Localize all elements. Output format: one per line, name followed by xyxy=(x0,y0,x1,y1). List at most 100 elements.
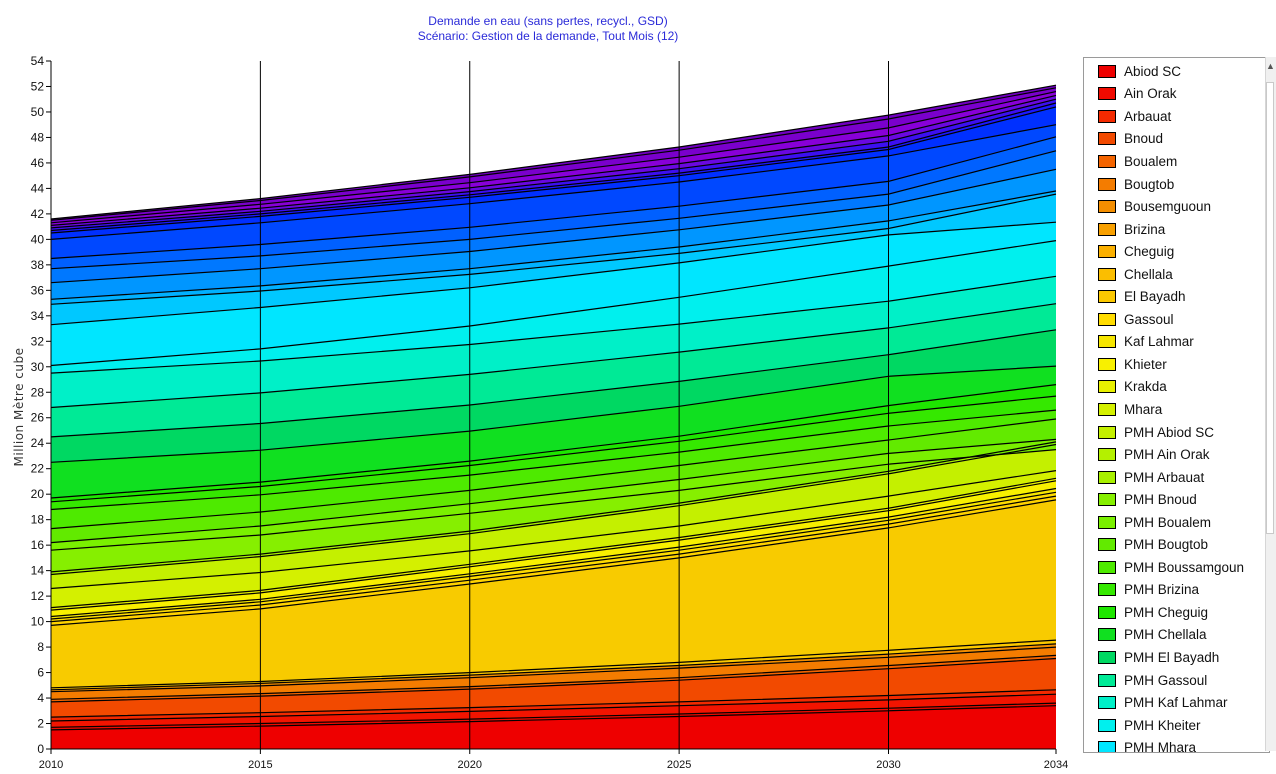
legend-item[interactable]: Abiod SC xyxy=(1098,60,1244,83)
legend-label: Chellala xyxy=(1124,266,1173,282)
x-tick-label: 2034 xyxy=(1044,759,1068,771)
x-tick-label: 2015 xyxy=(248,759,272,771)
layer-boundary-line xyxy=(50,491,1057,620)
legend-item[interactable]: Bnoud xyxy=(1098,128,1244,151)
legend-label: Bnoud xyxy=(1124,131,1164,147)
legend-item[interactable]: PMH Kheiter xyxy=(1098,714,1244,737)
layer-boundary-line xyxy=(50,646,1057,693)
legend-label: PMH Arbauat xyxy=(1124,469,1205,485)
legend-label: Cheguig xyxy=(1124,244,1175,260)
legend-item[interactable]: Bousemguoun xyxy=(1098,195,1244,218)
legend-item[interactable]: Ain Orak xyxy=(1098,83,1244,106)
legend-swatch xyxy=(1098,357,1116,371)
legend-label: Arbauat xyxy=(1124,108,1172,124)
legend-swatch xyxy=(1098,718,1116,732)
legend-item[interactable]: El Bayadh xyxy=(1098,285,1244,308)
legend-item[interactable]: PMH Kaf Lahmar xyxy=(1098,691,1244,714)
legend-swatch xyxy=(1098,560,1116,574)
y-tick-label: 26 xyxy=(31,411,45,425)
legend-label: El Bayadh xyxy=(1124,289,1186,305)
legend-item[interactable]: PMH Mhara xyxy=(1098,736,1244,753)
legend-swatch xyxy=(1098,470,1116,484)
layer-boundary-line xyxy=(50,240,1057,367)
y-tick-label: 34 xyxy=(31,309,45,323)
scroll-up-icon[interactable]: ▲ xyxy=(1266,61,1275,71)
legend-label: PMH Abiod SC xyxy=(1124,424,1215,440)
layer-boundary-line xyxy=(50,329,1057,438)
area-layer xyxy=(51,303,1056,437)
legend-item[interactable]: PMH Ain Orak xyxy=(1098,443,1244,466)
legend-label: Gassoul xyxy=(1124,311,1174,327)
legend-label: Kaf Lahmar xyxy=(1124,334,1194,350)
legend-label: PMH Kaf Lahmar xyxy=(1124,695,1228,711)
legend-swatch xyxy=(1098,448,1116,462)
legend-swatch xyxy=(1098,425,1116,439)
legend-item[interactable]: PMH Bnoud xyxy=(1098,488,1244,511)
y-tick-label: 12 xyxy=(31,589,45,603)
legend-swatch xyxy=(1098,696,1116,710)
legend-item[interactable]: Khieter xyxy=(1098,353,1244,376)
legend-swatch xyxy=(1098,200,1116,214)
legend-item[interactable]: Gassoul xyxy=(1098,308,1244,331)
legend-item[interactable]: Cheguig xyxy=(1098,240,1244,263)
chart-subtitle: Scénario: Gestion de la demande, Tout Mo… xyxy=(417,29,679,43)
legend-item[interactable]: Bougtob xyxy=(1098,173,1244,196)
legend-swatch xyxy=(1098,493,1116,507)
area-layer xyxy=(51,136,1056,269)
layer-boundary-line xyxy=(50,495,1057,623)
layer-boundary-line xyxy=(50,168,1057,284)
legend-label: Krakda xyxy=(1124,379,1167,395)
legend-item[interactable]: Boualem xyxy=(1098,150,1244,173)
legend-swatch xyxy=(1098,267,1116,281)
layer-boundary-line xyxy=(50,441,1057,573)
layer-boundary-line xyxy=(50,193,1057,305)
layer-boundary-line xyxy=(50,480,1057,611)
area-layer xyxy=(51,705,1056,749)
legend-item[interactable]: Kaf Lahmar xyxy=(1098,331,1244,354)
legend-item[interactable]: PMH Gassoul xyxy=(1098,669,1244,692)
layer-boundary-line xyxy=(50,409,1057,511)
area-layer xyxy=(51,194,1056,325)
x-tick-label: 2020 xyxy=(458,759,482,771)
chart-title: Demande en eau (sans pertes, recycl., GS… xyxy=(428,14,668,28)
legend-item[interactable]: Arbauat xyxy=(1098,105,1244,128)
y-tick-label: 14 xyxy=(31,564,45,578)
legend-item[interactable]: Brizina xyxy=(1098,218,1244,241)
layer-boundary-line xyxy=(50,487,1057,618)
legend-item[interactable]: PMH Bougtob xyxy=(1098,533,1244,556)
legend-swatch xyxy=(1098,335,1116,349)
legend-item[interactable]: PMH Boussamgoun xyxy=(1098,556,1244,579)
layer-boundary-line xyxy=(50,84,1057,220)
y-tick-label: 46 xyxy=(31,156,45,170)
area-layer xyxy=(51,655,1056,702)
legend-label: PMH Mhara xyxy=(1124,740,1197,753)
legend-swatch xyxy=(1098,380,1116,394)
legend[interactable]: Abiod SC Ain Orak Arbauat Bnoud Boualem Bougt… xyxy=(1083,57,1270,753)
y-tick-label: 2 xyxy=(37,717,44,731)
legend-swatch xyxy=(1098,673,1116,687)
layer-boundary-line xyxy=(50,87,1057,221)
y-tick-label: 10 xyxy=(31,615,45,629)
layer-boundary-line xyxy=(50,418,1057,530)
legend-item[interactable]: PMH Arbauat xyxy=(1098,466,1244,489)
legend-item[interactable]: PMH El Bayadh xyxy=(1098,646,1244,669)
area-layer xyxy=(51,480,1056,617)
legend-label: Khieter xyxy=(1124,356,1167,372)
legend-item[interactable]: PMH Abiod SC xyxy=(1098,421,1244,444)
legend-item[interactable]: PMH Boualem xyxy=(1098,511,1244,534)
area-layer xyxy=(51,441,1056,572)
layer-boundary-line xyxy=(50,395,1057,503)
legend-item[interactable]: PMH Cheguig xyxy=(1098,601,1244,624)
legend-label: Mhara xyxy=(1124,401,1163,417)
area-layer xyxy=(51,470,1056,608)
legend-item[interactable]: PMH Brizina xyxy=(1098,579,1244,602)
legend-swatch xyxy=(1098,312,1116,326)
legend-item[interactable]: Krakda xyxy=(1098,376,1244,399)
area-layer xyxy=(51,276,1056,408)
legend-swatch xyxy=(1098,402,1116,416)
legend-item[interactable]: Mhara xyxy=(1098,398,1244,421)
layer-boundary-line xyxy=(50,643,1057,691)
legend-scroll-thumb[interactable] xyxy=(1266,82,1274,534)
legend-item[interactable]: PMH Chellala xyxy=(1098,624,1244,647)
legend-item[interactable]: Chellala xyxy=(1098,263,1244,286)
